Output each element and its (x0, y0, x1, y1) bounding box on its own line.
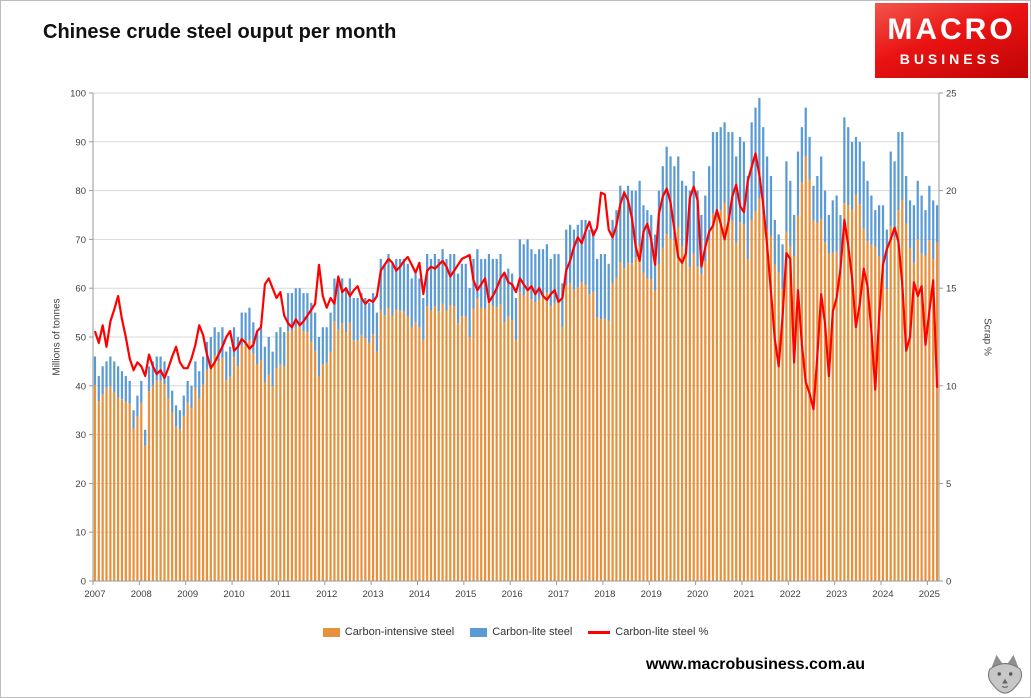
svg-text:2015: 2015 (455, 589, 476, 600)
svg-text:2011: 2011 (270, 589, 290, 600)
svg-text:2023: 2023 (826, 589, 847, 600)
legend-label-carbon-lite: Carbon-lite steel (492, 626, 573, 638)
svg-text:100: 100 (70, 89, 86, 100)
website-url: www.macrobusiness.com.au (646, 656, 866, 673)
svg-text:2025: 2025 (919, 589, 940, 600)
bars-carbon-intensive (93, 155, 939, 582)
svg-text:2010: 2010 (223, 589, 244, 600)
legend-item-carbon-lite: Carbon-lite steel (470, 626, 572, 638)
legend-swatch-carbon-intensive (322, 627, 340, 637)
logo-macro-text: MACRO (887, 12, 1016, 46)
svg-text:2013: 2013 (362, 589, 383, 600)
legend-label-carbon-lite-pct: Carbon-lite steel % (615, 626, 709, 638)
svg-text:10: 10 (75, 528, 86, 539)
legend-label-carbon-intensive: Carbon-intensive steel (344, 626, 455, 638)
svg-text:30: 30 (75, 430, 86, 441)
svg-text:2017: 2017 (548, 589, 569, 600)
right-axis-title: Scrap % (981, 318, 993, 356)
svg-text:50: 50 (75, 333, 86, 344)
svg-text:2018: 2018 (594, 589, 615, 600)
svg-text:2020: 2020 (687, 589, 708, 600)
legend-swatch-carbon-lite-pct-line (588, 630, 611, 634)
svg-text:70: 70 (75, 235, 86, 246)
svg-text:60: 60 (75, 284, 86, 295)
legend-item-carbon-lite-pct: Carbon-lite steel % (588, 626, 708, 638)
svg-text:2008: 2008 (131, 589, 152, 600)
svg-text:2014: 2014 (409, 589, 430, 600)
svg-text:2007: 2007 (84, 589, 105, 600)
wolf-logo-icon (987, 654, 1023, 694)
svg-text:0: 0 (81, 577, 86, 588)
scrap-pct-line (93, 152, 939, 411)
svg-text:0: 0 (946, 577, 951, 588)
svg-text:2012: 2012 (316, 589, 337, 600)
svg-text:80: 80 (75, 186, 86, 197)
bars-carbon-lite (93, 97, 939, 446)
svg-text:40: 40 (75, 381, 86, 392)
logo-business-text: BUSINESS (899, 50, 1004, 67)
svg-text:2021: 2021 (733, 589, 754, 600)
svg-text:5: 5 (946, 479, 951, 490)
svg-text:2009: 2009 (177, 589, 198, 600)
svg-text:2022: 2022 (780, 589, 801, 600)
svg-text:15: 15 (946, 284, 957, 295)
svg-text:2019: 2019 (641, 589, 662, 600)
svg-text:25: 25 (946, 89, 957, 100)
svg-text:2016: 2016 (502, 589, 523, 600)
svg-text:20: 20 (946, 186, 957, 197)
chart-legend: Carbon-intensive steel Carbon-lite steel… (1, 626, 1030, 638)
svg-text:10: 10 (946, 381, 957, 392)
svg-text:2024: 2024 (872, 589, 893, 600)
chart-title: Chinese crude steel ouput per month (43, 21, 397, 43)
left-axis-title: Millions of tonnes (51, 298, 63, 376)
legend-swatch-carbon-lite (470, 627, 488, 637)
macrobusiness-logo: MACRO BUSINESS (875, 3, 1028, 78)
legend-item-carbon-intensive: Carbon-intensive steel (322, 626, 455, 638)
svg-text:20: 20 (75, 479, 86, 490)
svg-text:90: 90 (75, 137, 86, 148)
